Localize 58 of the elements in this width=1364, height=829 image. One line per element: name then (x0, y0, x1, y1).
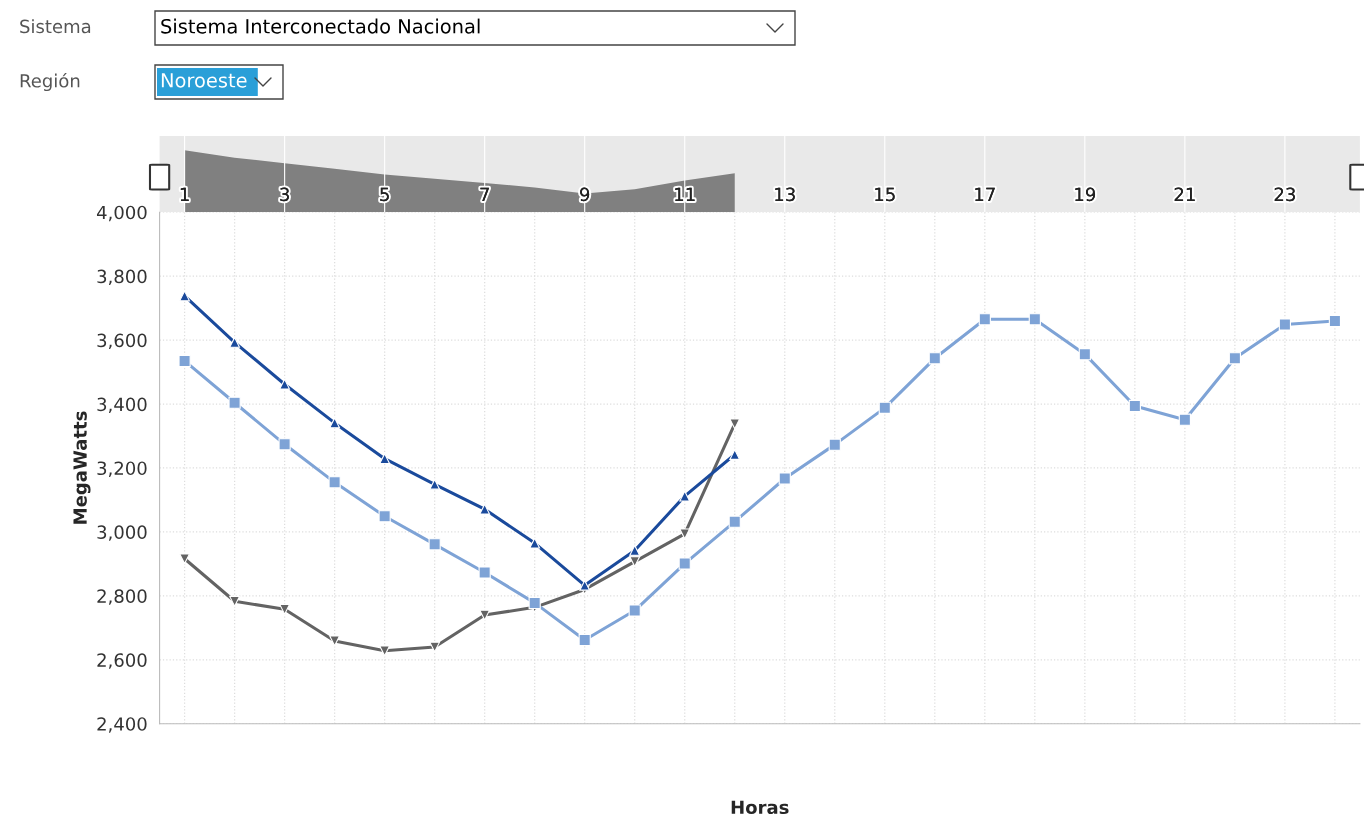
y-tick-label: 3,000 (97, 525, 147, 541)
y-tick-label: 3,200 (97, 461, 147, 477)
point (978, 313, 991, 326)
point (378, 510, 391, 523)
point (578, 633, 591, 647)
x-tick-label: 1 (180, 187, 189, 201)
y-tick-label: 3,400 (97, 397, 147, 413)
y-tick-label: 4,000 (96, 205, 147, 222)
x-axis-title: Horas (731, 800, 789, 815)
point (778, 472, 791, 485)
text: Sistema (20, 19, 91, 34)
x-tick-label: 23 (1274, 187, 1295, 202)
point (579, 579, 591, 591)
x-tick-label: 13 (775, 187, 795, 202)
point (629, 545, 641, 556)
y-tick-label: 3,600 (97, 333, 147, 350)
point (528, 596, 541, 609)
x-tick-label: 21 (1174, 187, 1195, 201)
point (728, 515, 741, 528)
point (878, 401, 891, 414)
point (1078, 348, 1091, 361)
point (178, 354, 191, 367)
y-tick-label: 2,400 (97, 717, 147, 733)
point (479, 503, 491, 515)
x-tick-label: 15 (875, 187, 895, 202)
y-tick-label: 2,800 (97, 589, 147, 605)
point (529, 537, 541, 549)
point (1178, 413, 1191, 426)
point (928, 352, 941, 365)
point (1028, 313, 1041, 326)
point (1278, 318, 1291, 331)
point (229, 595, 241, 607)
point (678, 557, 691, 570)
point (328, 476, 341, 489)
y-tick-label: 3,800 (97, 269, 147, 286)
point (1128, 399, 1141, 413)
y-tick-label: 2,600 (97, 653, 147, 669)
point (278, 438, 291, 451)
point (379, 453, 391, 465)
point (228, 396, 241, 409)
point (1328, 314, 1342, 328)
point (628, 604, 641, 617)
point (329, 417, 341, 429)
point (478, 566, 491, 579)
x-tick-label: 17 (975, 187, 995, 201)
point (179, 553, 191, 565)
text: Sistema Interconectado Nacional (161, 18, 480, 34)
x-tick-label: 19 (1075, 187, 1096, 202)
point (279, 378, 291, 390)
point (1228, 352, 1241, 365)
point (179, 290, 191, 302)
y-axis-title: MegaWatts (73, 411, 91, 524)
text: Región (20, 72, 80, 92)
point (729, 449, 741, 460)
point (828, 438, 841, 451)
point (428, 538, 441, 551)
text: Noroeste (161, 73, 247, 88)
point (629, 556, 641, 568)
